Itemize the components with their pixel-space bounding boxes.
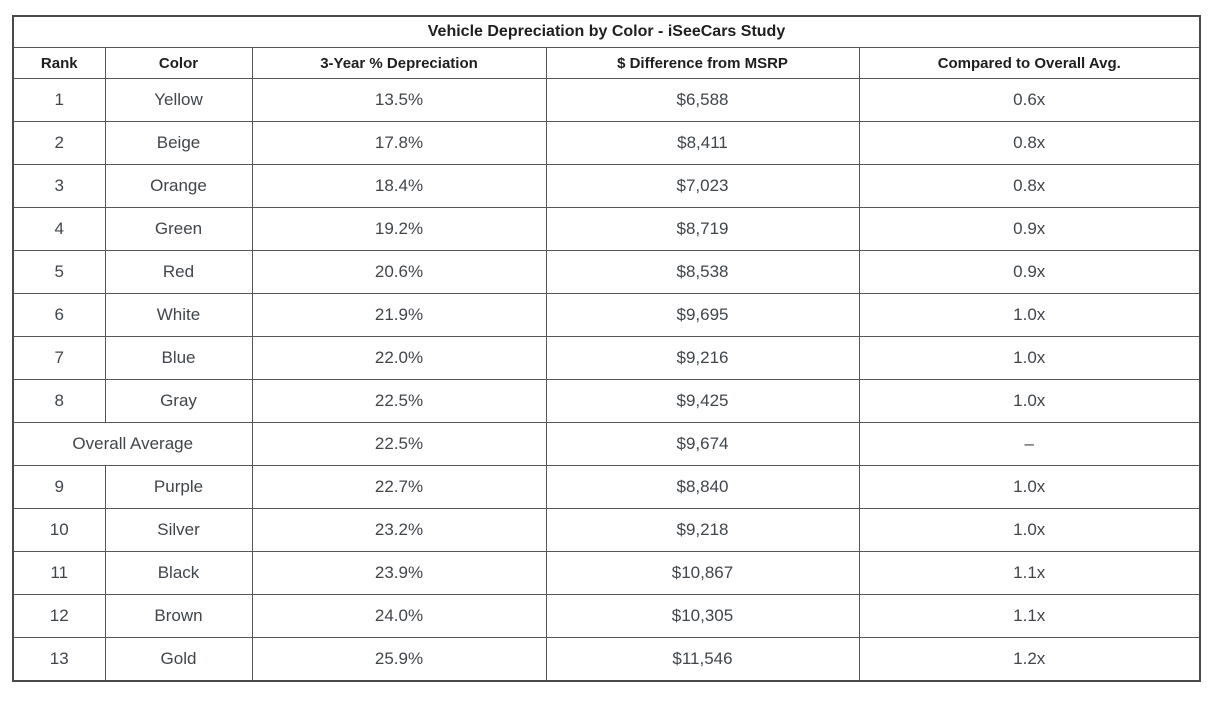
rank-cell: 5 bbox=[12, 250, 106, 294]
msrp-diff-cell: $6,588 bbox=[545, 78, 860, 122]
color-cell: Black bbox=[104, 551, 253, 595]
color-cell: Green bbox=[104, 207, 253, 251]
column-header-rank: Rank bbox=[12, 47, 106, 79]
color-cell: Blue bbox=[104, 336, 253, 380]
table-row: 3 Orange 18.4% $7,023 0.8x bbox=[12, 164, 1201, 208]
avg-comparison-cell: 0.8x bbox=[858, 164, 1201, 208]
avg-comparison-cell: 0.8x bbox=[858, 121, 1201, 165]
depreciation-table-container: Vehicle Depreciation by Color - iSeeCars… bbox=[12, 15, 1201, 682]
rank-cell: 9 bbox=[12, 465, 106, 509]
avg-comparison-cell: – bbox=[858, 422, 1201, 466]
color-cell: Orange bbox=[104, 164, 253, 208]
msrp-diff-cell: $9,218 bbox=[545, 508, 860, 552]
msrp-diff-cell: $8,840 bbox=[545, 465, 860, 509]
depreciation-cell: 23.2% bbox=[251, 508, 547, 552]
table-row: 7 Blue 22.0% $9,216 1.0x bbox=[12, 336, 1201, 380]
avg-comparison-cell: 1.0x bbox=[858, 336, 1201, 380]
avg-comparison-cell: 1.0x bbox=[858, 293, 1201, 337]
color-cell: Silver bbox=[104, 508, 253, 552]
msrp-diff-cell: $9,425 bbox=[545, 379, 860, 423]
msrp-diff-cell: $9,674 bbox=[545, 422, 860, 466]
color-cell: Brown bbox=[104, 594, 253, 638]
avg-comparison-cell: 1.1x bbox=[858, 594, 1201, 638]
rank-cell: 2 bbox=[12, 121, 106, 165]
avg-comparison-cell: 1.0x bbox=[858, 465, 1201, 509]
color-cell: Gray bbox=[104, 379, 253, 423]
rank-cell: 13 bbox=[12, 637, 106, 682]
rank-cell: 10 bbox=[12, 508, 106, 552]
depreciation-cell: 22.7% bbox=[251, 465, 547, 509]
msrp-diff-cell: $11,546 bbox=[545, 637, 860, 682]
depreciation-table: Vehicle Depreciation by Color - iSeeCars… bbox=[12, 15, 1201, 682]
table-row: 4 Green 19.2% $8,719 0.9x bbox=[12, 207, 1201, 251]
table-row: 6 White 21.9% $9,695 1.0x bbox=[12, 293, 1201, 337]
depreciation-cell: 19.2% bbox=[251, 207, 547, 251]
msrp-diff-cell: $7,023 bbox=[545, 164, 860, 208]
msrp-diff-cell: $8,538 bbox=[545, 250, 860, 294]
column-header-depreciation: 3-Year % Depreciation bbox=[251, 47, 547, 79]
avg-comparison-cell: 0.6x bbox=[858, 78, 1201, 122]
overall-average-label-cell: Overall Average bbox=[12, 422, 253, 466]
avg-comparison-cell: 1.1x bbox=[858, 551, 1201, 595]
table-row: 12 Brown 24.0% $10,305 1.1x bbox=[12, 594, 1201, 638]
rank-cell: 7 bbox=[12, 336, 106, 380]
msrp-diff-cell: $9,216 bbox=[545, 336, 860, 380]
color-cell: Purple bbox=[104, 465, 253, 509]
color-cell: White bbox=[104, 293, 253, 337]
color-cell: Gold bbox=[104, 637, 253, 682]
msrp-diff-cell: $8,411 bbox=[545, 121, 860, 165]
table-row: 13 Gold 25.9% $11,546 1.2x bbox=[12, 637, 1201, 682]
depreciation-cell: 18.4% bbox=[251, 164, 547, 208]
column-header-msrp-diff: $ Difference from MSRP bbox=[545, 47, 860, 79]
color-cell: Yellow bbox=[104, 78, 253, 122]
rank-cell: 8 bbox=[12, 379, 106, 423]
color-cell: Red bbox=[104, 250, 253, 294]
avg-comparison-cell: 1.0x bbox=[858, 508, 1201, 552]
msrp-diff-cell: $9,695 bbox=[545, 293, 860, 337]
depreciation-cell: 17.8% bbox=[251, 121, 547, 165]
rank-cell: 6 bbox=[12, 293, 106, 337]
rank-cell: 3 bbox=[12, 164, 106, 208]
table-row: 5 Red 20.6% $8,538 0.9x bbox=[12, 250, 1201, 294]
rank-cell: 4 bbox=[12, 207, 106, 251]
avg-comparison-cell: 0.9x bbox=[858, 207, 1201, 251]
depreciation-cell: 21.9% bbox=[251, 293, 547, 337]
column-header-color: Color bbox=[104, 47, 253, 79]
avg-comparison-cell: 1.0x bbox=[858, 379, 1201, 423]
depreciation-cell: 24.0% bbox=[251, 594, 547, 638]
column-header-avg-comparison: Compared to Overall Avg. bbox=[858, 47, 1201, 79]
header-row: Rank Color 3-Year % Depreciation $ Diffe… bbox=[12, 47, 1201, 79]
msrp-diff-cell: $10,867 bbox=[545, 551, 860, 595]
color-cell: Beige bbox=[104, 121, 253, 165]
table-title: Vehicle Depreciation by Color - iSeeCars… bbox=[12, 15, 1201, 48]
rank-cell: 12 bbox=[12, 594, 106, 638]
title-row: Vehicle Depreciation by Color - iSeeCars… bbox=[12, 15, 1201, 48]
depreciation-cell: 20.6% bbox=[251, 250, 547, 294]
table-row: 10 Silver 23.2% $9,218 1.0x bbox=[12, 508, 1201, 552]
rank-cell: 11 bbox=[12, 551, 106, 595]
rank-cell: 1 bbox=[12, 78, 106, 122]
avg-comparison-cell: 0.9x bbox=[858, 250, 1201, 294]
table-row: 9 Purple 22.7% $8,840 1.0x bbox=[12, 465, 1201, 509]
msrp-diff-cell: $10,305 bbox=[545, 594, 860, 638]
depreciation-cell: 22.5% bbox=[251, 422, 547, 466]
table-row: 2 Beige 17.8% $8,411 0.8x bbox=[12, 121, 1201, 165]
depreciation-cell: 22.0% bbox=[251, 336, 547, 380]
depreciation-cell: 13.5% bbox=[251, 78, 547, 122]
table-row: 11 Black 23.9% $10,867 1.1x bbox=[12, 551, 1201, 595]
depreciation-cell: 25.9% bbox=[251, 637, 547, 682]
depreciation-cell: 23.9% bbox=[251, 551, 547, 595]
avg-comparison-cell: 1.2x bbox=[858, 637, 1201, 682]
msrp-diff-cell: $8,719 bbox=[545, 207, 860, 251]
table-row: 8 Gray 22.5% $9,425 1.0x bbox=[12, 379, 1201, 423]
overall-average-row: Overall Average 22.5% $9,674 – bbox=[12, 422, 1201, 466]
table-row: 1 Yellow 13.5% $6,588 0.6x bbox=[12, 78, 1201, 122]
depreciation-cell: 22.5% bbox=[251, 379, 547, 423]
